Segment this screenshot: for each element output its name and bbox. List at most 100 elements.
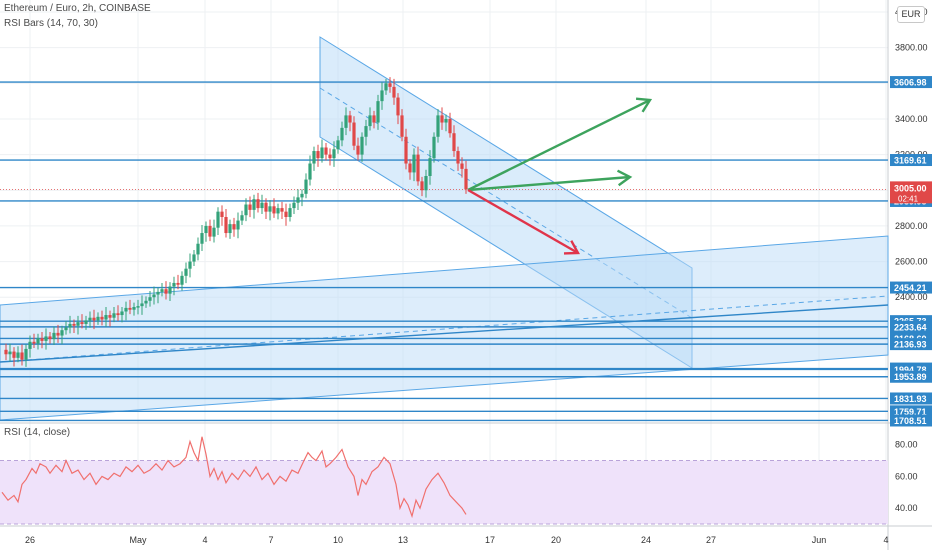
price-tick-1: 2600.00 bbox=[895, 257, 928, 267]
candle-body-12 bbox=[48, 336, 52, 340]
ascending-channel bbox=[0, 235, 889, 421]
candle-body-1 bbox=[4, 349, 8, 355]
level-badge-7 bbox=[890, 338, 932, 351]
candle-body-112 bbox=[448, 118, 452, 134]
candle-body-55 bbox=[220, 211, 224, 217]
candle-body-97 bbox=[388, 83, 392, 87]
projection-arrows bbox=[467, 97, 653, 255]
trend-channels bbox=[0, 36, 889, 421]
candle-body-74 bbox=[296, 197, 300, 203]
candle-body-101 bbox=[404, 136, 408, 164]
candle-body-60 bbox=[240, 215, 244, 221]
candle-body-61 bbox=[244, 204, 248, 216]
level-badge-0 bbox=[890, 76, 932, 89]
level-badge-text-0: 3606.98 bbox=[894, 78, 927, 88]
price-badges: 3606.983169.612939.932454.212265.732233.… bbox=[890, 76, 932, 427]
candle-body-95 bbox=[380, 90, 384, 102]
candle-body-67 bbox=[268, 206, 272, 212]
candle-body-51 bbox=[204, 225, 208, 234]
time-tick-8: 24 bbox=[641, 535, 651, 545]
arrow-down-shaft bbox=[467, 188, 579, 255]
candle-body-98 bbox=[392, 86, 396, 98]
level-badge-10 bbox=[890, 370, 932, 383]
arrow-up-flat-shaft bbox=[467, 175, 631, 192]
candle-body-54 bbox=[216, 211, 220, 228]
current-price-text: 3005.00 bbox=[894, 183, 927, 193]
price-tick-2: 2800.00 bbox=[895, 221, 928, 231]
candle-body-107 bbox=[428, 158, 432, 176]
candle-body-47 bbox=[188, 261, 192, 269]
candle-body-21 bbox=[84, 320, 88, 324]
candle-body-23 bbox=[92, 317, 96, 321]
candle-body-20 bbox=[80, 322, 84, 324]
candle-body-84 bbox=[336, 140, 340, 150]
level-badge-text-5: 2233.64 bbox=[894, 322, 927, 332]
time-tick-1: May bbox=[129, 535, 147, 545]
time-tick-2: 4 bbox=[202, 535, 207, 545]
candle-body-62 bbox=[248, 204, 252, 210]
ascending-channel-midline bbox=[0, 295, 889, 363]
candle-body-14 bbox=[56, 332, 60, 336]
time-tick-5: 13 bbox=[398, 535, 408, 545]
symbol-title: Ethereum / Euro, 2h, COINBASE bbox=[4, 3, 151, 14]
candle-body-24 bbox=[96, 316, 100, 321]
candle-body-11 bbox=[44, 336, 48, 341]
time-tick-0: 26 bbox=[25, 535, 35, 545]
candle-body-52 bbox=[208, 225, 212, 237]
candle-body-110 bbox=[440, 115, 444, 123]
candle-body-100 bbox=[400, 115, 404, 137]
candle-body-76 bbox=[304, 179, 308, 194]
candle-body-111 bbox=[444, 118, 448, 123]
candle-body-42 bbox=[168, 286, 172, 294]
candle-body-72 bbox=[288, 208, 292, 217]
arrow-up-flat-head bbox=[616, 169, 633, 187]
ascending-trendline bbox=[0, 304, 889, 363]
candle-body-75 bbox=[300, 193, 304, 198]
level-badge-text-3: 2454.21 bbox=[894, 283, 927, 293]
rsi-tick-2: 80.00 bbox=[895, 440, 918, 450]
candle-body-25 bbox=[100, 316, 104, 320]
price-tick-0: 2400.00 bbox=[895, 292, 928, 302]
level-badge-1 bbox=[890, 154, 932, 167]
candle-body-82 bbox=[328, 154, 332, 159]
candle-body-56 bbox=[224, 217, 228, 234]
candle-body-102 bbox=[408, 163, 412, 173]
candle-body-71 bbox=[284, 211, 288, 217]
candle-body-85 bbox=[340, 127, 344, 141]
candle-body-88 bbox=[352, 122, 356, 146]
level-badge-text-9: 1994.78 bbox=[894, 365, 927, 375]
candle-body-13 bbox=[52, 332, 56, 340]
level-badge-text-13: 1708.51 bbox=[894, 416, 927, 426]
currency-button[interactable]: EUR bbox=[897, 6, 925, 23]
level-badge-text-1: 3169.61 bbox=[894, 156, 927, 166]
candle-body-92 bbox=[368, 115, 372, 127]
level-badge-text-10: 1953.89 bbox=[894, 372, 927, 382]
candle-body-17 bbox=[68, 323, 72, 328]
candle-body-73 bbox=[292, 202, 296, 209]
horizontal-levels bbox=[0, 81, 888, 422]
time-tick-9: 27 bbox=[706, 535, 716, 545]
candle-body-7 bbox=[28, 341, 32, 349]
candle-body-59 bbox=[236, 220, 240, 230]
candle-body-16 bbox=[64, 327, 68, 331]
candle-body-78 bbox=[312, 151, 316, 164]
level-badge-3 bbox=[890, 281, 932, 294]
candle-body-103 bbox=[412, 154, 416, 173]
candle-body-4 bbox=[16, 352, 20, 358]
price-tick-7: 3800.00 bbox=[895, 43, 928, 53]
level-badge-11 bbox=[890, 392, 932, 405]
candle-body-37 bbox=[148, 297, 152, 301]
time-tick-4: 10 bbox=[333, 535, 343, 545]
candle-body-58 bbox=[232, 224, 236, 230]
candle-body-109 bbox=[436, 115, 440, 137]
candle-body-113 bbox=[452, 133, 456, 152]
candle-body-83 bbox=[332, 149, 336, 159]
candle-body-43 bbox=[172, 282, 176, 287]
candle-body-65 bbox=[260, 202, 264, 209]
current-price-countdown: 02:41 bbox=[898, 194, 919, 203]
candle-body-44 bbox=[176, 282, 180, 285]
candle-body-49 bbox=[196, 243, 200, 255]
candle-body-27 bbox=[108, 315, 112, 318]
candle-body-106 bbox=[424, 176, 428, 191]
